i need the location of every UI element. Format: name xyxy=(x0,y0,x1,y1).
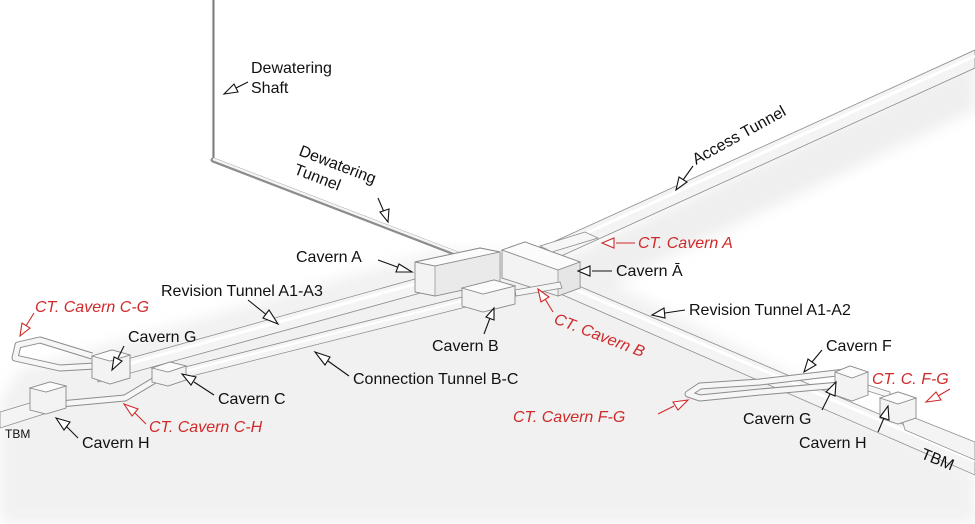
cavern-f-block xyxy=(833,365,870,402)
ct-c-f-g-label: CT. C. F-G xyxy=(872,371,949,388)
label-cavern-h-left: Cavern H xyxy=(54,417,150,452)
label-ct-c-f-g: CT. C. F-G xyxy=(872,371,951,403)
label-revision-tunnel-a1-a3: Revision Tunnel A1-A3 xyxy=(161,283,323,326)
cavern-c-block xyxy=(150,361,188,387)
label-cavern-b: Cavern B xyxy=(432,306,499,355)
label-cavern-g-right: Cavern G xyxy=(743,380,837,428)
cavern-a-bar-label: Cavern Ā xyxy=(616,262,683,280)
ct-cavern-c-h-label: CT. Cavern C-H xyxy=(149,419,263,436)
label-cavern-h-right: Cavern H xyxy=(799,404,890,452)
cavern-f-label: Cavern F xyxy=(826,338,892,355)
cavern-h-left-label: Cavern H xyxy=(82,435,150,452)
ground-shadow xyxy=(0,60,975,524)
ct-cavern-a-label: CT. Cavern A xyxy=(638,235,733,252)
dewatering-shaft-label-line2: Shaft xyxy=(251,80,289,97)
label-ct-cavern-a: CT. Cavern A xyxy=(600,235,733,252)
label-ct-cavern-c-g: CT. Cavern C-G xyxy=(19,299,149,338)
label-ct-cavern-f-g: CT. Cavern F-G xyxy=(513,399,690,426)
cavern-b-label: Cavern B xyxy=(432,338,499,355)
connection-tunnel-b-c-label: Connection Tunnel B-C xyxy=(353,371,518,388)
label-cavern-a-bar: Cavern Ā xyxy=(576,262,683,280)
dewatering-shaft xyxy=(211,0,215,160)
cavern-g-left-label: Cavern G xyxy=(128,329,196,346)
label-revision-tunnel-a1-a2: Revision Tunnel A1-A2 xyxy=(650,302,851,319)
revision-tunnel-a1-a2-label: Revision Tunnel A1-A2 xyxy=(689,302,851,319)
cavern-c-label: Cavern C xyxy=(218,391,286,408)
ct-cavern-c-g-loop xyxy=(11,336,96,372)
ct-cavern-f-g-loop xyxy=(684,368,846,402)
tbm-left-label: TBM xyxy=(5,427,30,441)
ct-cavern-a-tunnel xyxy=(538,231,600,253)
cavern-b-block xyxy=(460,279,517,313)
label-ct-cavern-c-h: CT. Cavern C-H xyxy=(122,402,263,436)
label-tbm-left: TBM xyxy=(5,427,30,441)
cavern-h-left-block xyxy=(28,381,68,415)
ct-cavern-f-g-label: CT. Cavern F-G xyxy=(513,409,625,426)
label-cavern-a: Cavern A xyxy=(296,249,414,273)
label-cavern-c: Cavern C xyxy=(180,373,286,408)
revision-tunnel-a1-a3-label: Revision Tunnel A1-A3 xyxy=(161,283,323,300)
cavern-h-right-label: Cavern H xyxy=(799,435,867,452)
cavern-a-label: Cavern A xyxy=(296,249,362,266)
label-cavern-f: Cavern F xyxy=(803,338,892,374)
dewatering-shaft-label-line1: Dewatering xyxy=(251,60,332,77)
cavern-g-left-block xyxy=(90,349,132,385)
label-connection-tunnel-b-c: Connection Tunnel B-C xyxy=(313,350,518,388)
label-dewatering-shaft: Dewatering Shaft xyxy=(222,60,332,97)
cavern-g-right-label: Cavern G xyxy=(743,411,811,428)
dewatering-tunnel xyxy=(210,157,481,265)
access-tunnel xyxy=(539,49,975,263)
ct-cavern-c-g-label: CT. Cavern C-G xyxy=(35,299,149,316)
label-cavern-g-left: Cavern G xyxy=(111,329,196,372)
tbm-tunnel-right xyxy=(899,411,975,461)
